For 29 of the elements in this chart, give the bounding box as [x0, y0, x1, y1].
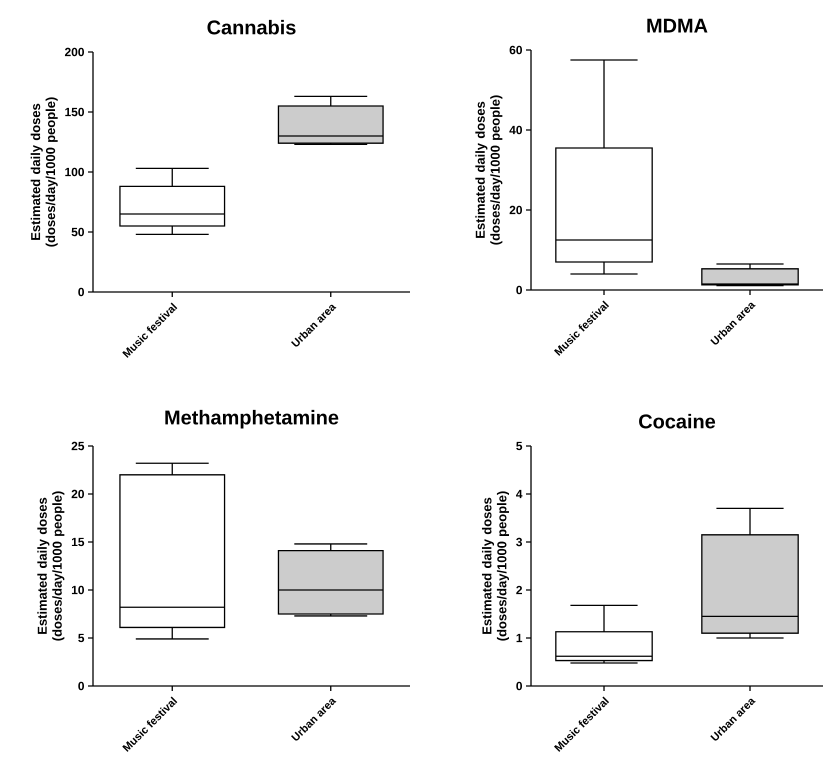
y-axis-title: Estimated daily doses (doses/day/1000 people) [482, 491, 509, 641]
y-tick-label: 2 [516, 586, 522, 594]
y-tick-label: 0 [78, 288, 84, 296]
y-tick-label: 20 [72, 490, 84, 498]
y-tick-label: 100 [65, 168, 84, 176]
y-tick-label: 200 [64, 48, 84, 56]
chart-title: Cannabis [207, 20, 296, 34]
y-tick-label: 5 [516, 442, 522, 450]
y-tick-label: 150 [65, 108, 84, 116]
chart-title: Methamphetamine [165, 410, 338, 429]
chart-title: Cocaine [639, 414, 716, 428]
y-axis-title: Estimated daily doses (doses/day/1000 people) [30, 97, 58, 247]
y-tick-label: 4 [516, 490, 522, 498]
y-tick-label: 0 [78, 682, 84, 690]
y-tick-label: 0 [516, 286, 522, 294]
y-tick-label: 25 [72, 442, 84, 450]
y-tick-label: 20 [510, 206, 522, 214]
y-tick-label: 40 [509, 126, 522, 134]
y-tick-label: 60 [510, 46, 522, 54]
y-axis-title: Estimated daily doses (doses/day/1000 people) [475, 95, 502, 245]
y-tick-label: 0 [516, 682, 522, 690]
y-tick-label: 3 [516, 538, 522, 546]
y-axis-title: Estimated daily doses (doses/day/1000 people) [37, 491, 64, 641]
y-tick-label: 50 [72, 228, 84, 236]
y-tick-label: 5 [78, 634, 84, 642]
y-tick-label: 10 [72, 586, 84, 594]
chart-title: MDMA [647, 18, 708, 32]
y-tick-label: 15 [72, 538, 84, 546]
y-tick-label: 1 [516, 634, 522, 642]
